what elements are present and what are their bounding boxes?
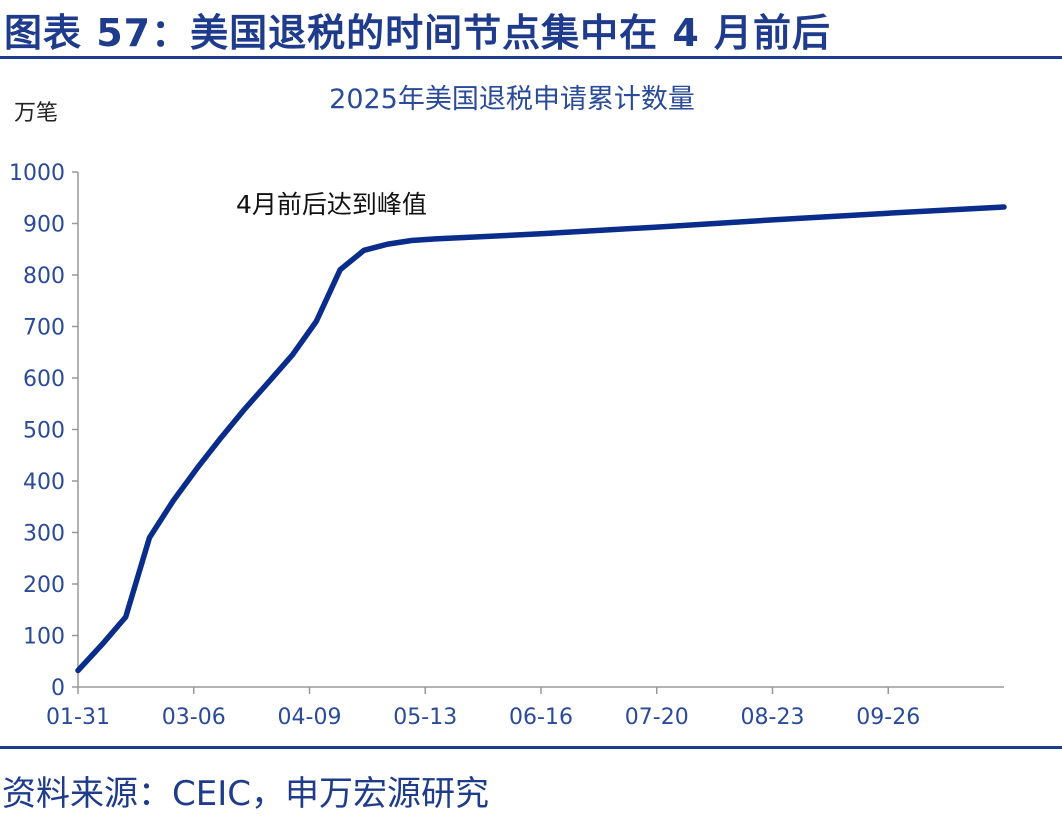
title-rule (0, 56, 1062, 59)
line-chart: 2025年美国退税申请累计数量 万笔 0 100 200 300 400 500 600 70… (9, 84, 1007, 730)
x-tick-label: 07-20 (625, 705, 689, 730)
figure-title: 图表 57：美国退税的时间节点集中在 4 月前后 (4, 11, 832, 55)
y-axis-ticks: 0 100 200 300 400 500 600 700 800 900 1000 (9, 161, 78, 701)
chart-title: 2025年美国退税申请累计数量 (329, 84, 695, 115)
x-tick-label: 05-13 (393, 705, 457, 730)
x-tick-label: 01-31 (46, 705, 110, 730)
y-tick-label: 200 (23, 573, 65, 598)
y-tick-label: 500 (23, 419, 65, 444)
source-note: 资料来源：CEIC，申万宏源研究 (2, 774, 489, 814)
y-tick-label: 900 (23, 213, 65, 238)
axes (77, 172, 1004, 688)
y-tick-label: 600 (23, 367, 65, 392)
peak-annotation: 4月前后达到峰值 (236, 190, 427, 219)
x-tick-label: 06-16 (509, 705, 573, 730)
source-rule (0, 746, 1062, 749)
y-tick-label: 100 (23, 625, 65, 650)
series-line (75, 204, 1007, 674)
y-axis-unit: 万笔 (14, 101, 58, 126)
y-tick-label: 300 (23, 522, 65, 547)
y-tick-label: 0 (51, 676, 65, 701)
x-tick-label: 03-06 (162, 705, 226, 730)
y-tick-label: 700 (23, 316, 65, 341)
y-tick-label: 1000 (9, 161, 65, 186)
y-tick-label: 800 (23, 264, 65, 289)
x-tick-label: 08-23 (741, 705, 805, 730)
x-tick-label: 04-09 (278, 705, 342, 730)
y-tick-label: 400 (23, 470, 65, 495)
x-axis-ticks: 01-31 03-06 04-09 05-13 06-16 07-20 08-23 09-26 (46, 687, 920, 730)
x-tick-label: 09-26 (856, 705, 920, 730)
